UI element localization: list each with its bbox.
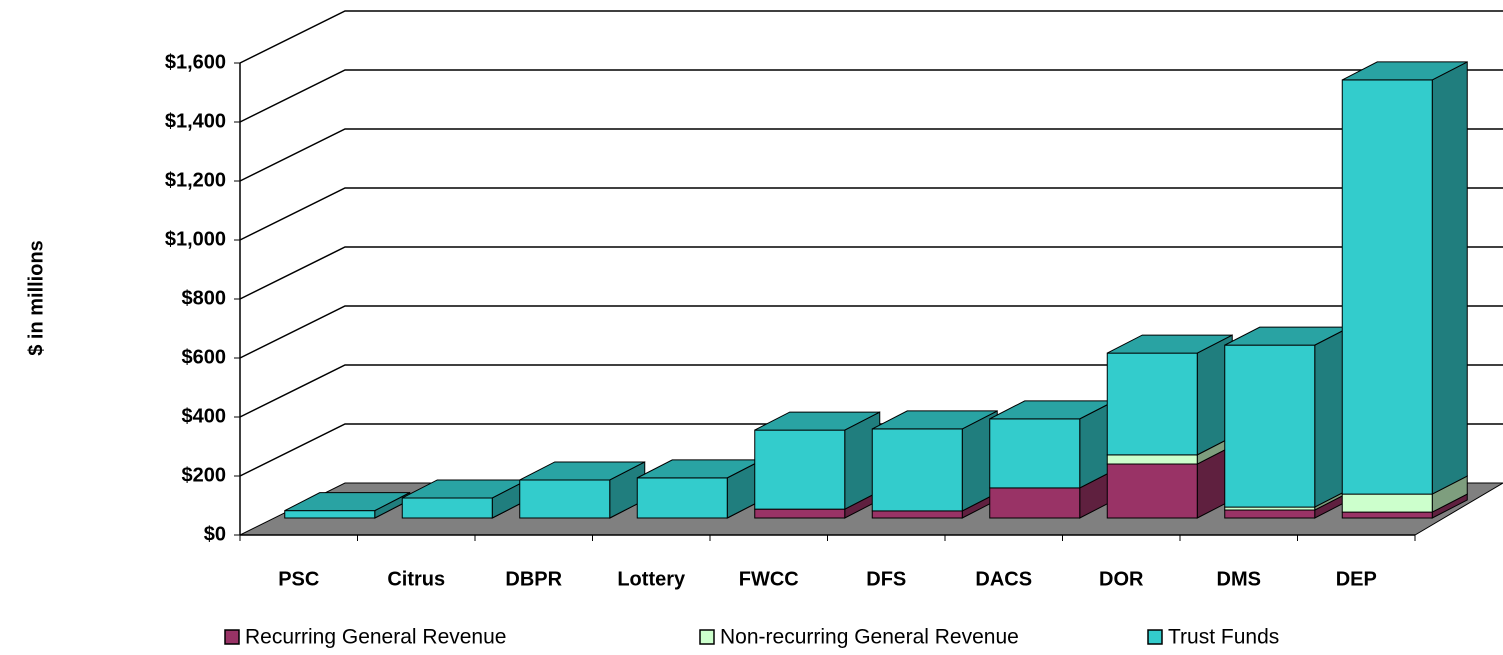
x-tick-label: DOR <box>1099 568 1144 590</box>
bar <box>754 508 846 519</box>
bar <box>284 510 376 519</box>
x-tick-label: Lottery <box>617 568 686 590</box>
bar <box>1224 509 1316 519</box>
grid-line <box>239 128 1503 182</box>
x-tick-label: DBPR <box>505 568 562 590</box>
bar-top <box>1342 61 1468 81</box>
bar <box>871 428 963 512</box>
bar <box>1106 352 1198 456</box>
bar <box>401 497 493 519</box>
grid-line <box>239 10 1503 64</box>
bar-top <box>872 410 998 430</box>
legend-swatch <box>699 629 715 645</box>
x-tick-label: FWCC <box>739 568 799 590</box>
y-axis-label: $ in millions <box>25 240 47 356</box>
x-tick-label: PSC <box>278 568 319 590</box>
legend-swatch <box>1147 629 1163 645</box>
y-tick-label: $1,200 <box>165 169 226 191</box>
bar <box>519 479 611 519</box>
bar <box>989 418 1081 489</box>
bar <box>1341 511 1433 519</box>
legend-label: Non-recurring General Revenue <box>720 626 1019 649</box>
y-tick-label: $200 <box>182 464 227 486</box>
y-tick-label: $800 <box>182 287 227 309</box>
bar-top <box>284 492 410 512</box>
grid-line <box>239 187 1503 241</box>
y-tick-label: $600 <box>182 346 227 368</box>
grid-line <box>239 69 1503 123</box>
legend-label: Trust Funds <box>1168 626 1279 649</box>
y-tick-label: $400 <box>182 405 227 427</box>
x-tick-label: DACS <box>975 568 1032 590</box>
bar <box>871 510 963 519</box>
bar-top <box>754 411 880 431</box>
bar <box>1106 454 1198 465</box>
y-tick-label: $1,600 <box>165 51 226 73</box>
grid-line <box>239 246 1503 300</box>
bar <box>754 429 846 510</box>
y-tick-label: $1,000 <box>165 228 226 250</box>
bar <box>1341 79 1433 495</box>
bar-side <box>1431 61 1468 495</box>
bar-top <box>519 461 645 481</box>
x-tick-label: DMS <box>1217 568 1261 590</box>
bar <box>1224 344 1316 508</box>
bar <box>1341 493 1433 513</box>
x-tick-label: DEP <box>1336 568 1377 590</box>
legend-swatch <box>224 629 240 645</box>
grid-line <box>239 305 1503 359</box>
x-tick-label: DFS <box>866 568 906 590</box>
bar <box>1106 463 1198 519</box>
y-tick-label: $1,400 <box>165 110 226 132</box>
legend-label: Recurring General Revenue <box>245 626 506 649</box>
bar <box>989 487 1081 519</box>
bar <box>636 477 728 519</box>
x-tick-label: Citrus <box>387 568 445 590</box>
bar-top <box>1107 334 1233 354</box>
y-tick-label: $0 <box>204 523 226 545</box>
